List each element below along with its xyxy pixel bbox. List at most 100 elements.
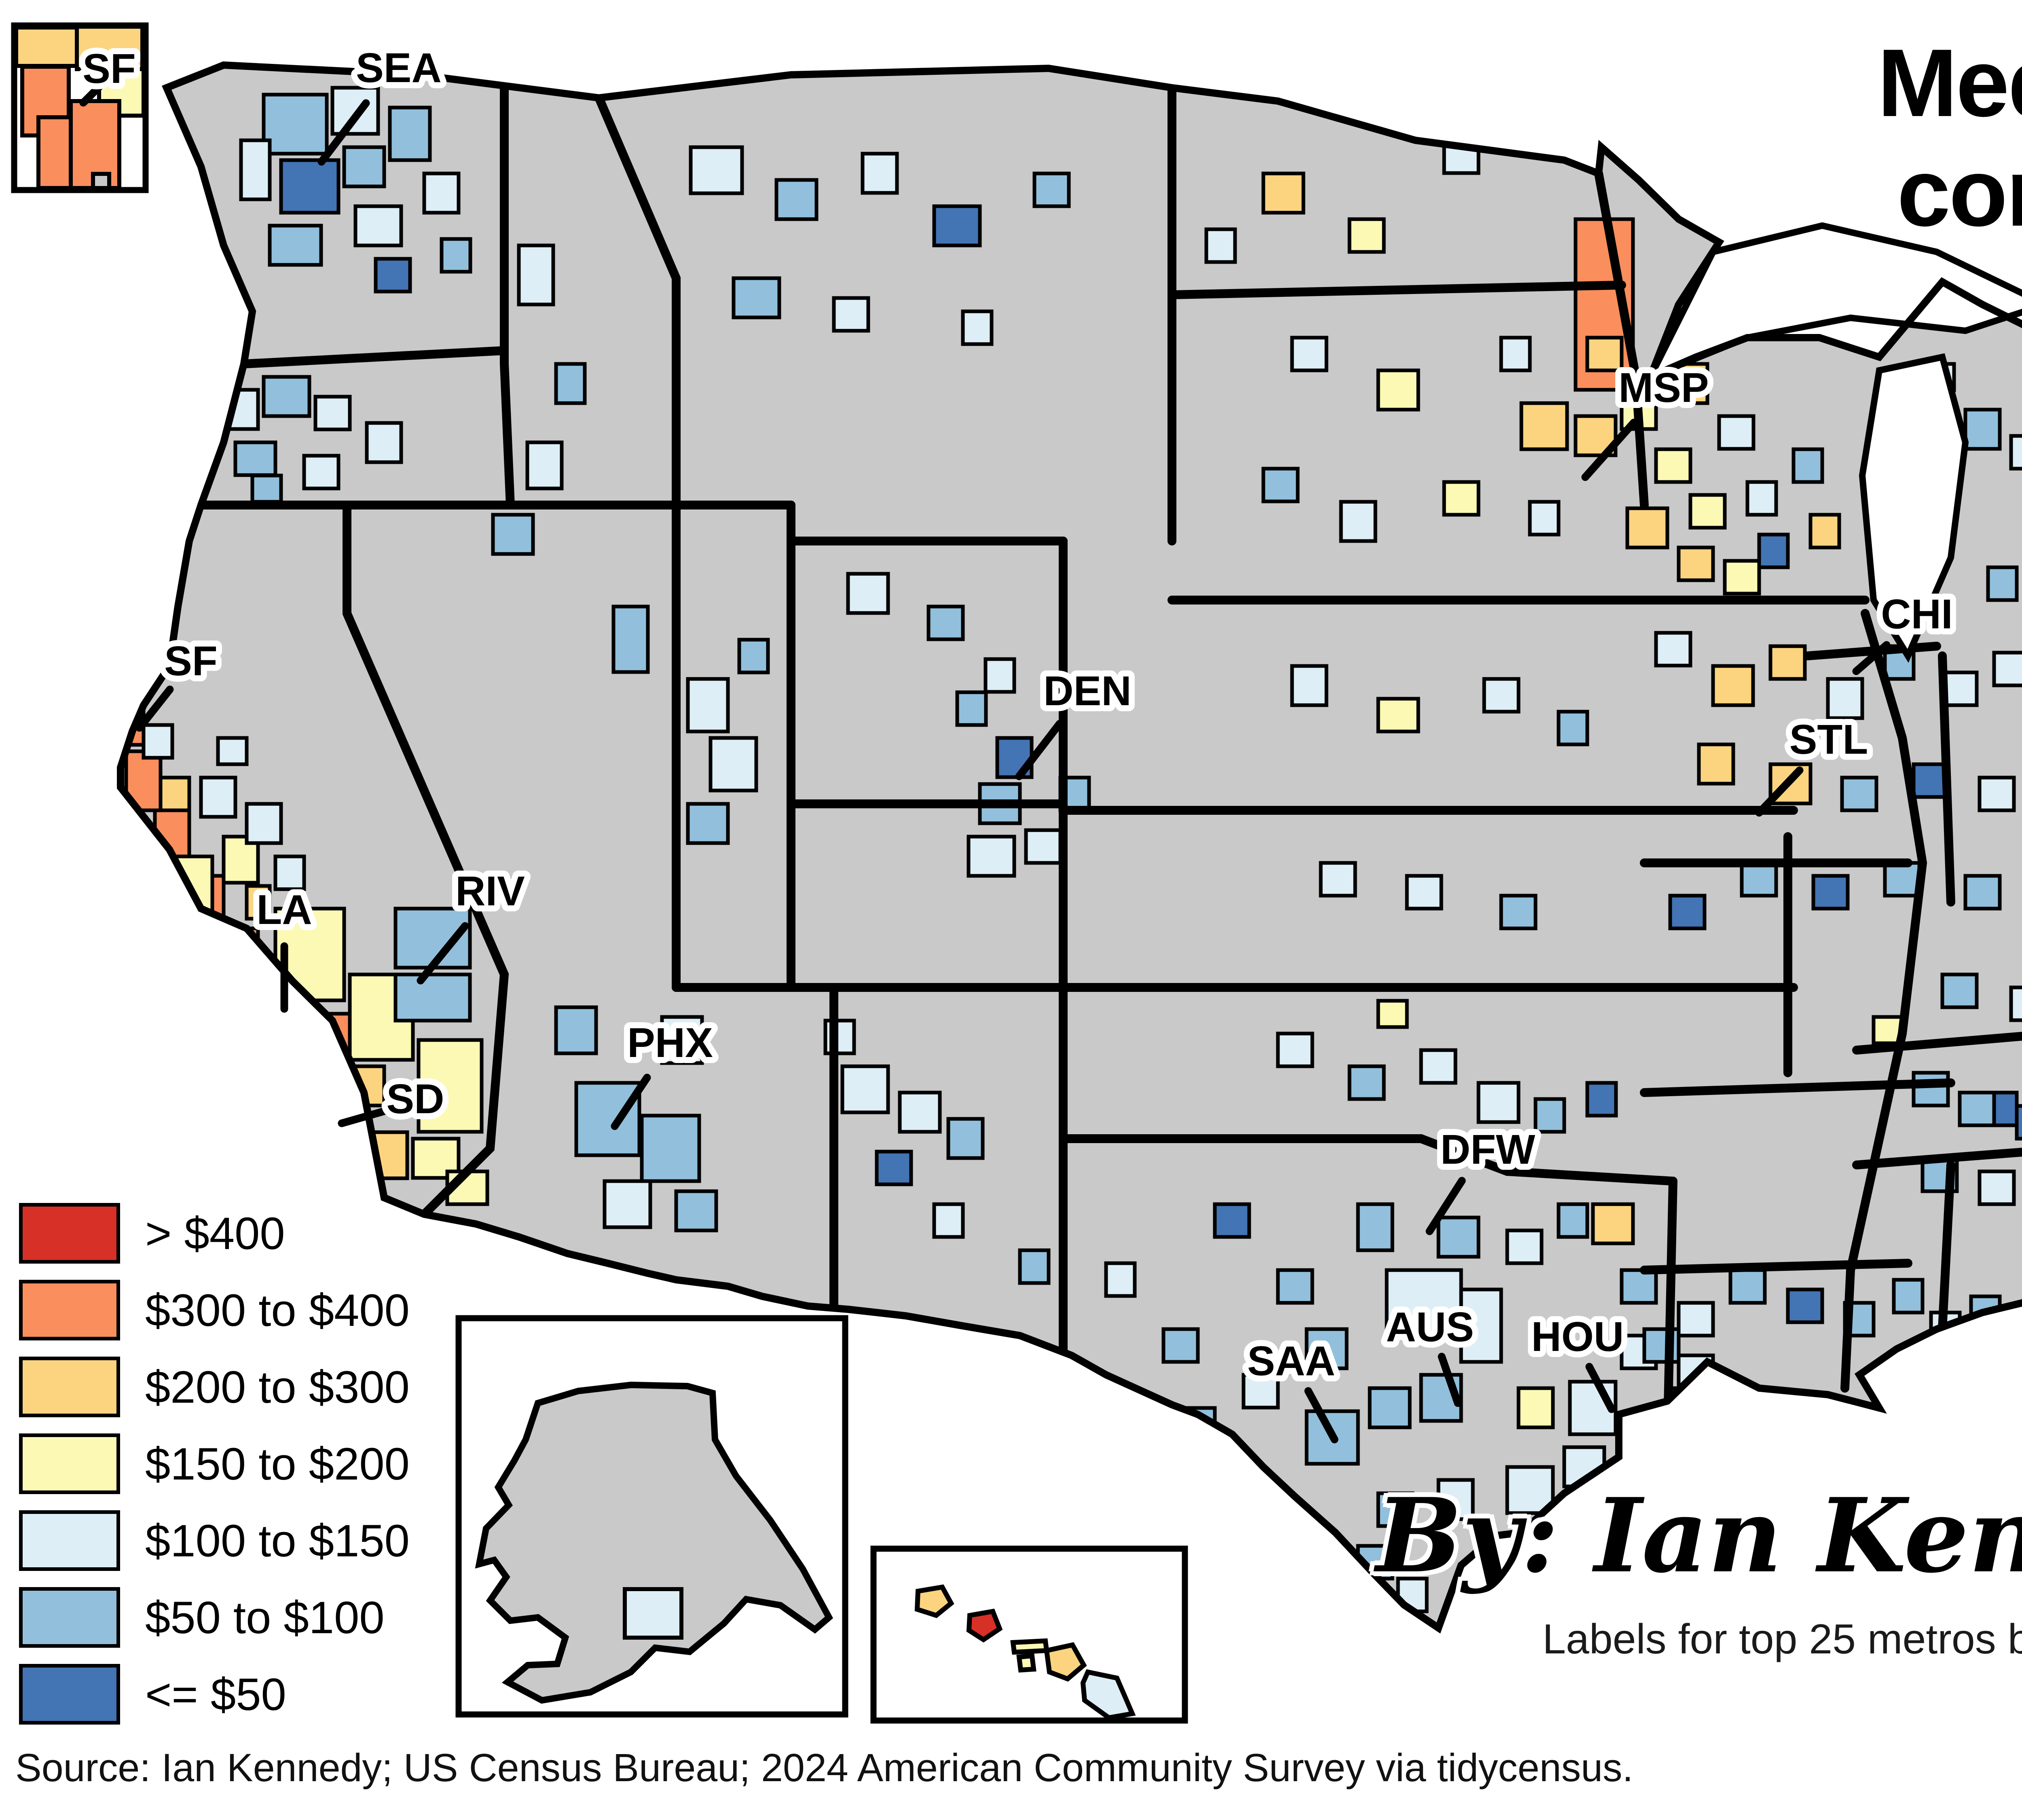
county-patch <box>1385 1268 1463 1338</box>
county-patch <box>1436 1478 1475 1521</box>
metro-label-riv: RIV <box>455 868 525 914</box>
alaska-shape <box>475 1381 833 1704</box>
island-molokai <box>1010 1638 1049 1655</box>
county-patch <box>262 1032 300 1075</box>
title-line-2: condo/HOA fee <box>1897 139 2022 247</box>
county-patch <box>611 605 650 674</box>
legend-label: $50 to $100 <box>145 1592 385 1643</box>
county-patch <box>1557 1202 1589 1239</box>
county-patch <box>121 657 134 694</box>
county-patch <box>1591 1202 1635 1245</box>
county-patch <box>1161 1327 1200 1364</box>
labels-note: Labels for top 25 metros by pop. <box>1542 1616 2022 1663</box>
county-patch <box>732 276 781 319</box>
county-patch <box>1808 513 1841 550</box>
county-patch <box>1339 500 1377 543</box>
county-patch <box>955 690 988 727</box>
legend-label: $200 to $300 <box>145 1361 410 1412</box>
legend-row: $200 to $300 <box>19 1357 410 1417</box>
county-patch <box>832 296 870 333</box>
author-signature: By: Ian Kennedy <box>1376 1476 2022 1596</box>
metro-labels: SEAMSPDETCHIBOSNYCPHIBALDCSFDENSTLCHAATL… <box>76 38 1959 1390</box>
metro-label-sd: SD <box>386 1076 444 1122</box>
county-patch <box>1574 414 1618 457</box>
county-patch <box>1261 171 1305 215</box>
county-patch <box>1557 710 1589 746</box>
metro-label-stl: STL <box>1789 716 1868 763</box>
county-patch <box>1290 664 1328 707</box>
legend-label: > $400 <box>145 1208 285 1259</box>
county-patch <box>330 86 380 136</box>
county-patch <box>1276 1032 1314 1068</box>
legend-label: <= $50 <box>145 1669 286 1720</box>
county-patch <box>216 736 249 766</box>
county-patch <box>1883 861 1921 898</box>
county-patch <box>1940 972 1979 1009</box>
island-kauai <box>914 1584 954 1618</box>
county-patch <box>1826 677 1864 720</box>
page-title: Median monthly condo/HOA fee (2024) <box>1703 28 2022 357</box>
county-patch <box>1499 336 1532 372</box>
county-patch <box>1104 1261 1137 1298</box>
county-patch <box>932 204 982 247</box>
county-patch <box>1032 171 1071 208</box>
legend-label: $100 to $150 <box>145 1515 410 1566</box>
county-patch <box>1482 677 1521 714</box>
county-patch <box>1290 336 1328 372</box>
legend-swatch-100-150 <box>19 1510 120 1571</box>
county-patch <box>686 677 730 733</box>
county-patch <box>1811 874 1850 911</box>
county-patch <box>1213 1202 1251 1239</box>
county-patch <box>1419 1048 1457 1085</box>
metro-label-msp: MSP <box>1618 364 1709 411</box>
county-patch <box>1620 1268 1658 1305</box>
legend-label: $150 to $200 <box>145 1438 410 1489</box>
leader-lines <box>79 81 1891 1444</box>
county-patch <box>491 513 535 556</box>
legend-row: > $400 <box>19 1203 410 1264</box>
county-patch <box>689 145 744 195</box>
county-patch <box>686 802 730 845</box>
inset-hawaii <box>870 1545 1188 1724</box>
county-patch <box>440 237 472 274</box>
county-patch <box>1436 1215 1481 1259</box>
county-patch <box>245 884 272 921</box>
source-credit: Source: Ian Kennedy; US Census Bureau; 2… <box>15 1746 1633 1790</box>
county-patch <box>1376 368 1420 412</box>
legend-row: <= $50 <box>19 1664 410 1725</box>
county-patch <box>1276 1268 1314 1305</box>
county-patch <box>1305 1327 1349 1370</box>
county-patch <box>1459 1287 1503 1364</box>
metro-label-la: LA <box>256 886 312 933</box>
inset-alaska <box>455 1315 848 1718</box>
county-patch <box>640 1114 701 1183</box>
county-patch <box>1305 1409 1360 1466</box>
county-patch <box>898 1091 942 1134</box>
county-patch <box>1668 894 1707 930</box>
county-patch <box>1242 1373 1280 1410</box>
island-maui <box>1044 1642 1087 1682</box>
county-patch <box>1786 1287 1824 1324</box>
county-patch <box>1986 565 2019 602</box>
county-patch <box>388 106 432 162</box>
county-patch <box>875 1150 913 1186</box>
county-patch <box>1528 500 1561 537</box>
county-patch <box>554 362 587 405</box>
county-patch <box>846 572 890 615</box>
legend-label: $300 to $400 <box>145 1285 410 1336</box>
county-patch <box>1505 1465 1555 1515</box>
county-patch <box>932 1202 965 1239</box>
legend-swatch-50-100 <box>19 1587 120 1648</box>
county-patch <box>1912 1071 1950 1108</box>
county-patch <box>660 1015 704 1065</box>
county-patch <box>1654 447 1692 484</box>
county-patch <box>1356 1202 1394 1252</box>
county-patch <box>774 178 819 221</box>
county-patch <box>250 473 283 504</box>
metro-label-hou: HOU <box>1531 1313 1624 1360</box>
county-patch <box>374 257 412 294</box>
county-patch <box>674 1189 718 1232</box>
metro-label-sf: SF <box>164 638 218 684</box>
county-patch <box>262 375 311 418</box>
